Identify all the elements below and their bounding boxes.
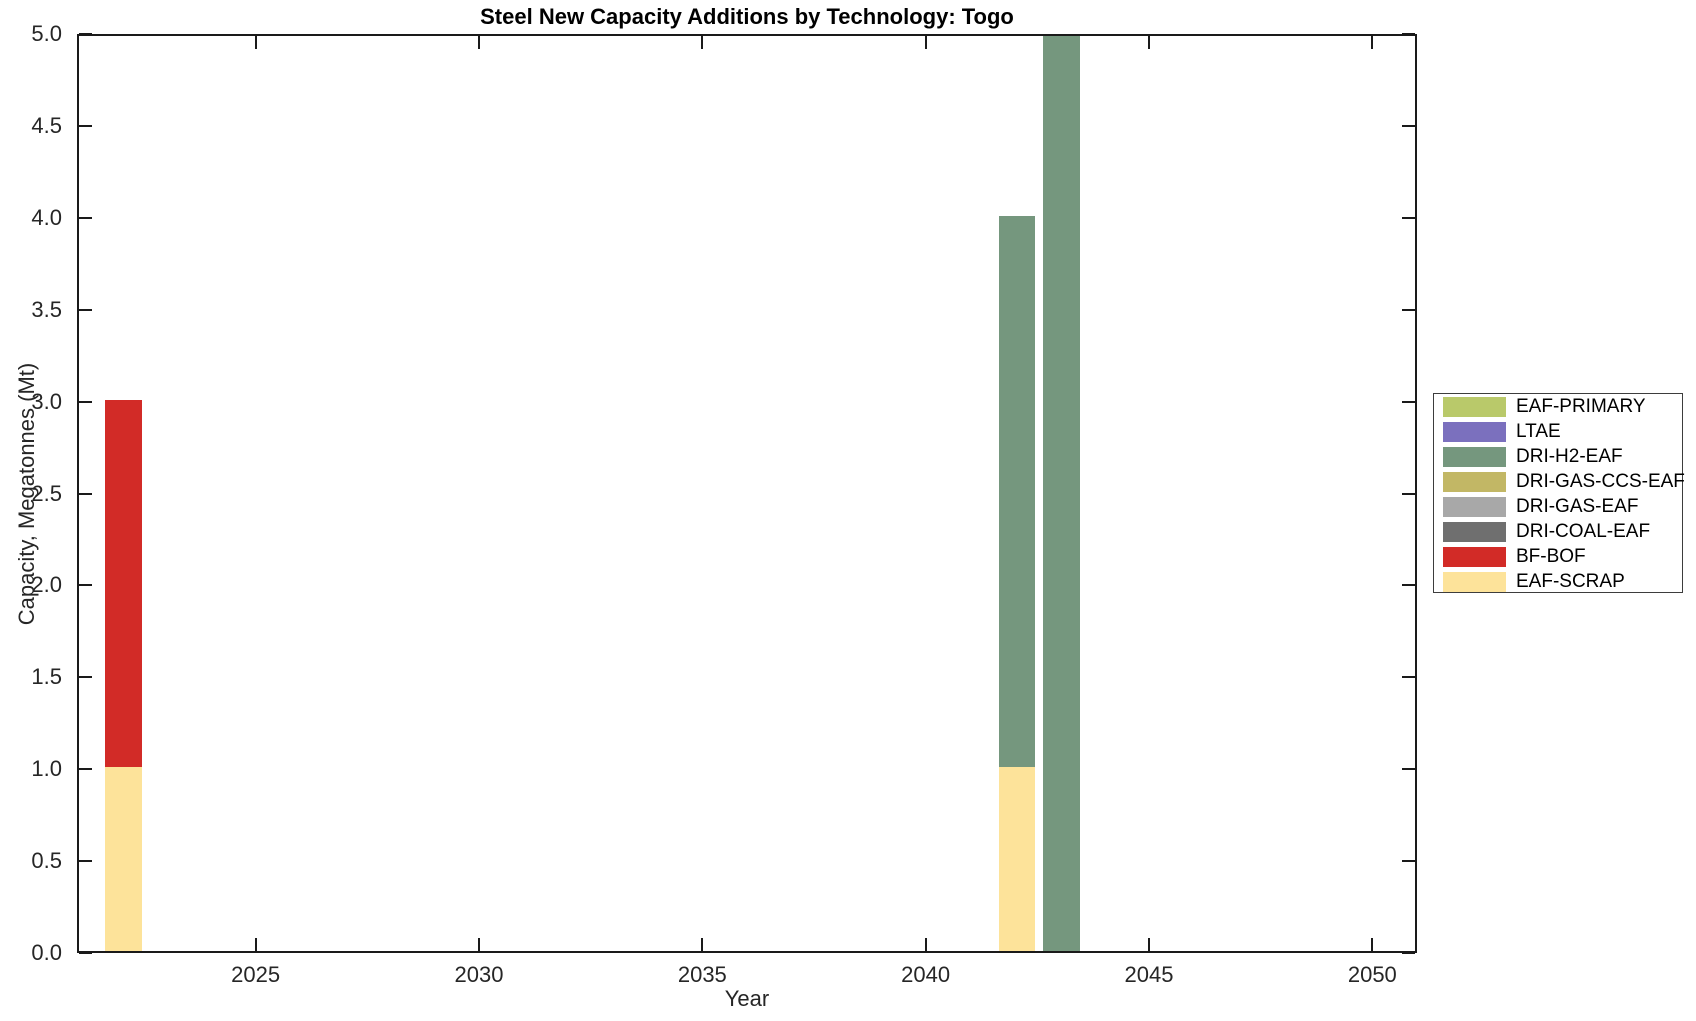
legend-swatch-icon <box>1443 571 1506 592</box>
x-tick-top <box>254 36 257 49</box>
plot-area <box>77 34 1417 953</box>
legend-label: EAF-SCRAP <box>1516 570 1625 592</box>
legend-label: DRI-H2-EAF <box>1516 445 1623 467</box>
bar-segment-dri-h2-eaf-2043 <box>1043 36 1080 951</box>
legend-label: DRI-GAS-CCS-EAF <box>1516 470 1685 492</box>
legend: EAF-PRIMARY LTAE DRI-H2-EAF DRI-GAS-CCS-EAF… <box>1433 393 1685 594</box>
legend-entry-dri-gas-eaf: DRI-GAS-EAF <box>1434 494 1682 519</box>
chart-title: Steel New Capacity Additions by Technolo… <box>480 4 1014 29</box>
legend-label: DRI-COAL-EAF <box>1516 520 1651 542</box>
y-tick-label-4.0: 4.0 <box>31 204 62 230</box>
x-tick-bottom <box>478 938 480 951</box>
y-tick-left <box>79 124 92 127</box>
y-tick-label-4.5: 4.5 <box>31 112 62 138</box>
y-tick-right <box>1402 860 1415 863</box>
y-tick-right <box>1402 676 1415 679</box>
y-tick-left <box>79 33 92 35</box>
bar-segment-eaf-scrap-2042 <box>998 767 1036 951</box>
bar-segment-bf-bof-2022 <box>105 399 142 768</box>
y-tick-right <box>1402 492 1415 495</box>
legend-entry-dri-gas-ccs-eaf: DRI-GAS-CCS-EAF <box>1434 469 1685 494</box>
legend-swatch-icon <box>1443 396 1506 417</box>
x-tick-bottom <box>924 938 927 951</box>
y-tick-left <box>79 768 92 771</box>
x-tick-top <box>1371 36 1374 49</box>
legend-swatch-icon <box>1443 521 1506 542</box>
y-tick-label-0.5: 0.5 <box>31 848 62 874</box>
legend-swatch-icon <box>1443 471 1506 492</box>
y-tick-right <box>1402 124 1415 127</box>
x-tick-top <box>478 36 480 49</box>
y-tick-label-2.5: 2.5 <box>31 480 62 506</box>
y-tick-label-1.5: 1.5 <box>31 664 62 690</box>
y-tick-left <box>79 584 92 587</box>
y-tick-left <box>79 216 92 219</box>
y-tick-left <box>79 952 92 954</box>
y-tick-label-0.0: 0.0 <box>31 940 62 965</box>
x-tick-bottom <box>1148 938 1150 951</box>
y-tick-label-2.0: 2.0 <box>31 572 62 598</box>
legend-entry-bf-bof: BF-BOF <box>1434 544 1682 569</box>
y-tick-label-5.0: 5.0 <box>31 21 62 46</box>
x-tick-top <box>1148 36 1150 49</box>
x-tick-label-2030: 2030 <box>454 962 504 987</box>
y-tick-right <box>1402 952 1415 954</box>
y-tick-right <box>1402 400 1415 403</box>
y-tick-left <box>79 676 92 679</box>
x-tick-bottom <box>701 938 704 951</box>
y-tick-label-3.0: 3.0 <box>31 388 62 414</box>
y-tick-left <box>79 400 92 403</box>
y-tick-right <box>1402 216 1415 219</box>
y-tick-left <box>79 492 92 495</box>
legend-entry-eaf-primary: EAF-PRIMARY <box>1434 394 1682 419</box>
x-tick-bottom <box>1371 938 1374 951</box>
legend-swatch-icon <box>1443 496 1506 517</box>
y-tick-right <box>1402 308 1415 311</box>
legend-swatch-icon <box>1443 421 1506 442</box>
bar-segment-eaf-scrap-2022 <box>105 767 142 951</box>
legend-entry-dri-coal-eaf: DRI-COAL-EAF <box>1434 519 1682 544</box>
legend-label: LTAE <box>1516 420 1561 442</box>
legend-entry-ltae: LTAE <box>1434 419 1682 444</box>
y-tick-right <box>1402 33 1415 35</box>
legend-label: DRI-GAS-EAF <box>1516 495 1639 517</box>
bar-segment-dri-h2-eaf-2042 <box>998 215 1036 768</box>
legend-entry-eaf-scrap: EAF-SCRAP <box>1434 569 1682 594</box>
x-tick-bottom <box>254 938 257 951</box>
legend-entry-dri-h2-eaf: DRI-H2-EAF <box>1434 444 1682 469</box>
x-tick-label-2045: 2045 <box>1124 962 1174 987</box>
y-tick-right <box>1402 584 1415 587</box>
x-tick-label-2040: 2040 <box>901 962 951 987</box>
y-tick-label-3.5: 3.5 <box>31 296 62 322</box>
x-tick-top <box>924 36 927 49</box>
x-axis-label: Year <box>724 986 770 1011</box>
x-tick-label-2025: 2025 <box>231 962 281 987</box>
x-tick-label-2050: 2050 <box>1347 962 1397 987</box>
legend-label: EAF-PRIMARY <box>1516 395 1646 417</box>
legend-swatch-icon <box>1443 546 1506 567</box>
y-tick-left <box>79 308 92 311</box>
y-tick-left <box>79 860 92 863</box>
legend-swatch-icon <box>1443 446 1506 467</box>
legend-label: BF-BOF <box>1516 545 1586 567</box>
x-tick-top <box>701 36 704 49</box>
x-tick-label-2035: 2035 <box>677 962 727 987</box>
y-tick-label-1.0: 1.0 <box>31 756 62 782</box>
y-tick-right <box>1402 768 1415 771</box>
